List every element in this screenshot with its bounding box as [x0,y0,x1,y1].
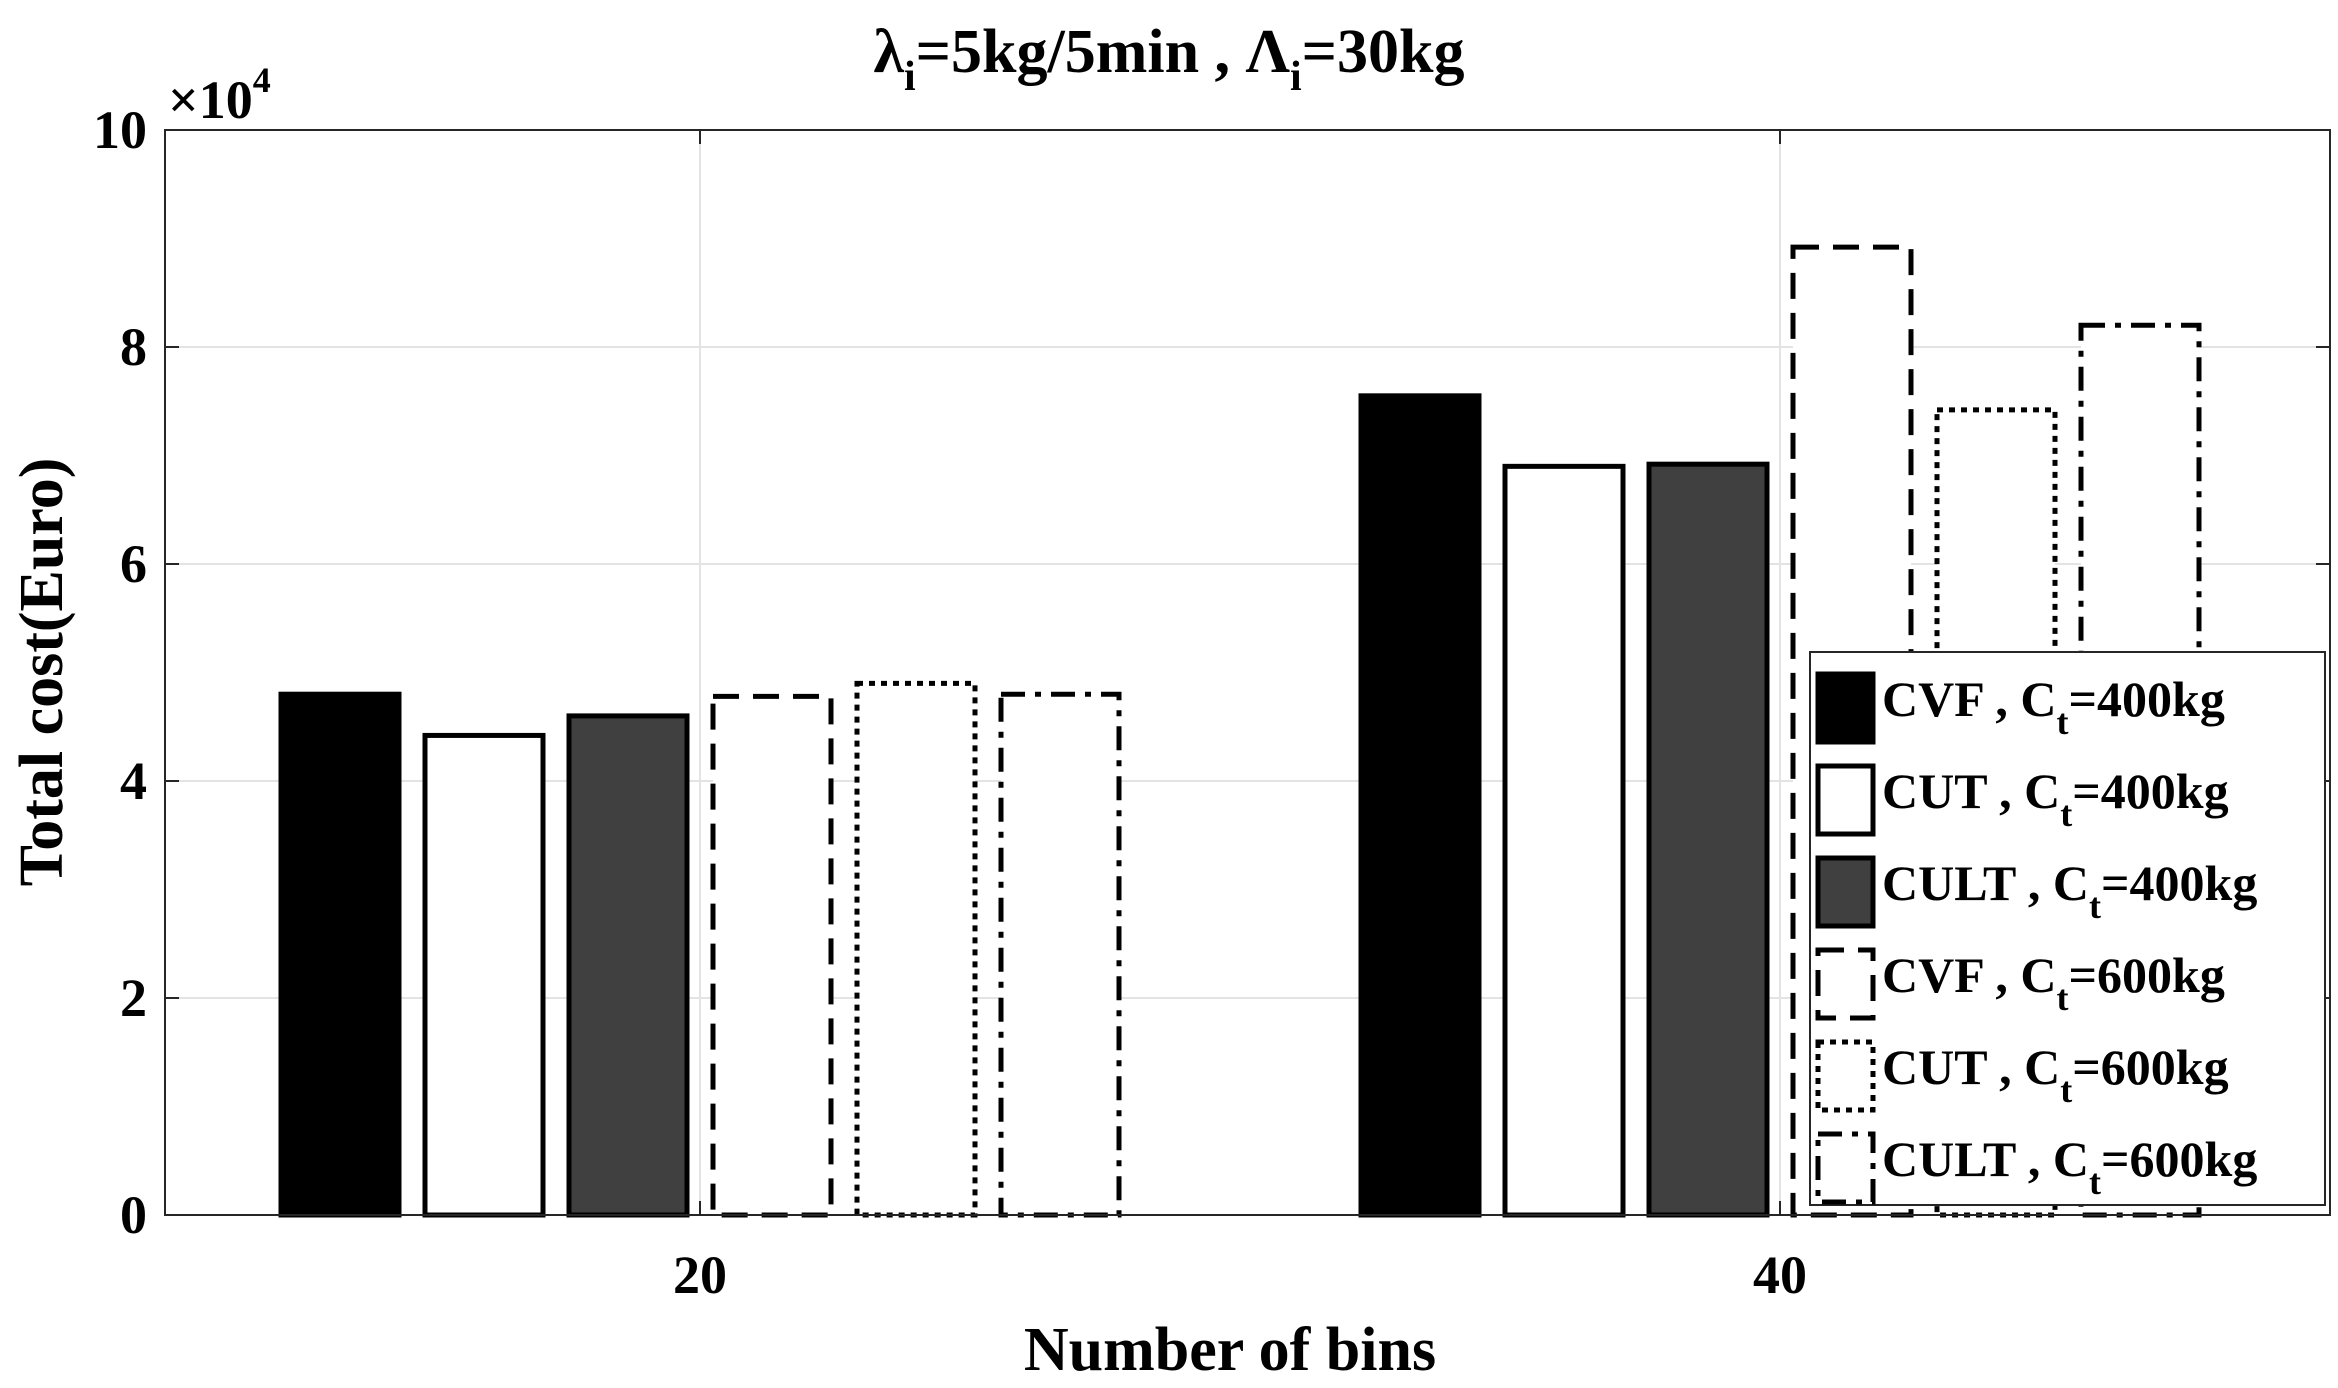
legend-label-dashdot: CULT , Ct=600kg [1882,1131,2257,1202]
legend-swatch-solid-white [1815,763,1876,837]
bar-solid-black-20 [278,691,402,1218]
legend-swatch-solid-black [1815,671,1876,745]
legend-label-solid-black: CVF , Ct=400kg [1882,671,2225,742]
bar-solid-black-40 [1358,393,1482,1218]
y-exponent: ×104 [168,60,271,130]
x-tick-label: 40 [1753,1245,1807,1305]
y-tick-label: 0 [120,1185,147,1245]
y-exponent-power: 4 [253,60,271,100]
bar-solid-gray-20 [566,713,690,1218]
legend-swatch-solid-gray [1815,855,1876,929]
legend-label-dotted: CUT , Ct=600kg [1882,1039,2229,1110]
legend-swatch-dotted [1815,1039,1876,1113]
y-exponent-prefix: ×10 [168,70,253,130]
x-tick-label: 20 [673,1245,727,1305]
legend-box [1809,651,2326,1206]
y-tick-label: 10 [93,100,147,160]
axes-box [164,129,2331,1216]
x-axis-label: Number of bins [1024,1316,1436,1384]
legend-swatch-dashdot [1815,1131,1876,1205]
legend-label-solid-gray: CULT , Ct=400kg [1882,855,2257,926]
bar-dashdot-20 [998,691,1122,1218]
title-sub2: i [1290,54,1302,100]
legend-label-solid-white: CUT , Ct=400kg [1882,763,2229,834]
bar-dashed-20 [710,693,834,1218]
y-tick-label: 8 [120,317,147,377]
y-tick-label: 2 [120,968,147,1028]
title-lambda: λ [874,18,905,86]
bar-solid-white-40 [1502,463,1626,1218]
legend-swatch-dashed [1815,947,1876,1021]
y-axis-label: Total cost(Euro) [8,458,76,887]
title-Lambda: Λ [1246,18,1291,86]
bar-solid-gray-40 [1646,461,1770,1218]
bar-solid-white-20 [422,732,546,1218]
title-part1: =5kg/5min , [916,18,1246,86]
y-tick-label: 4 [120,751,147,811]
bar-dotted-20 [854,680,978,1218]
title-sub1: i [904,54,916,100]
legend-label-dashed: CVF , Ct=600kg [1882,947,2225,1018]
chart-title: λi=5kg/5min , Λi=30kg [874,18,1465,100]
legend: CVF , Ct=400kg CUT , Ct=400kg CULT , Ct=40… [1809,651,2326,1206]
title-part2: =30kg [1302,18,1465,86]
y-tick-label: 6 [120,534,147,594]
